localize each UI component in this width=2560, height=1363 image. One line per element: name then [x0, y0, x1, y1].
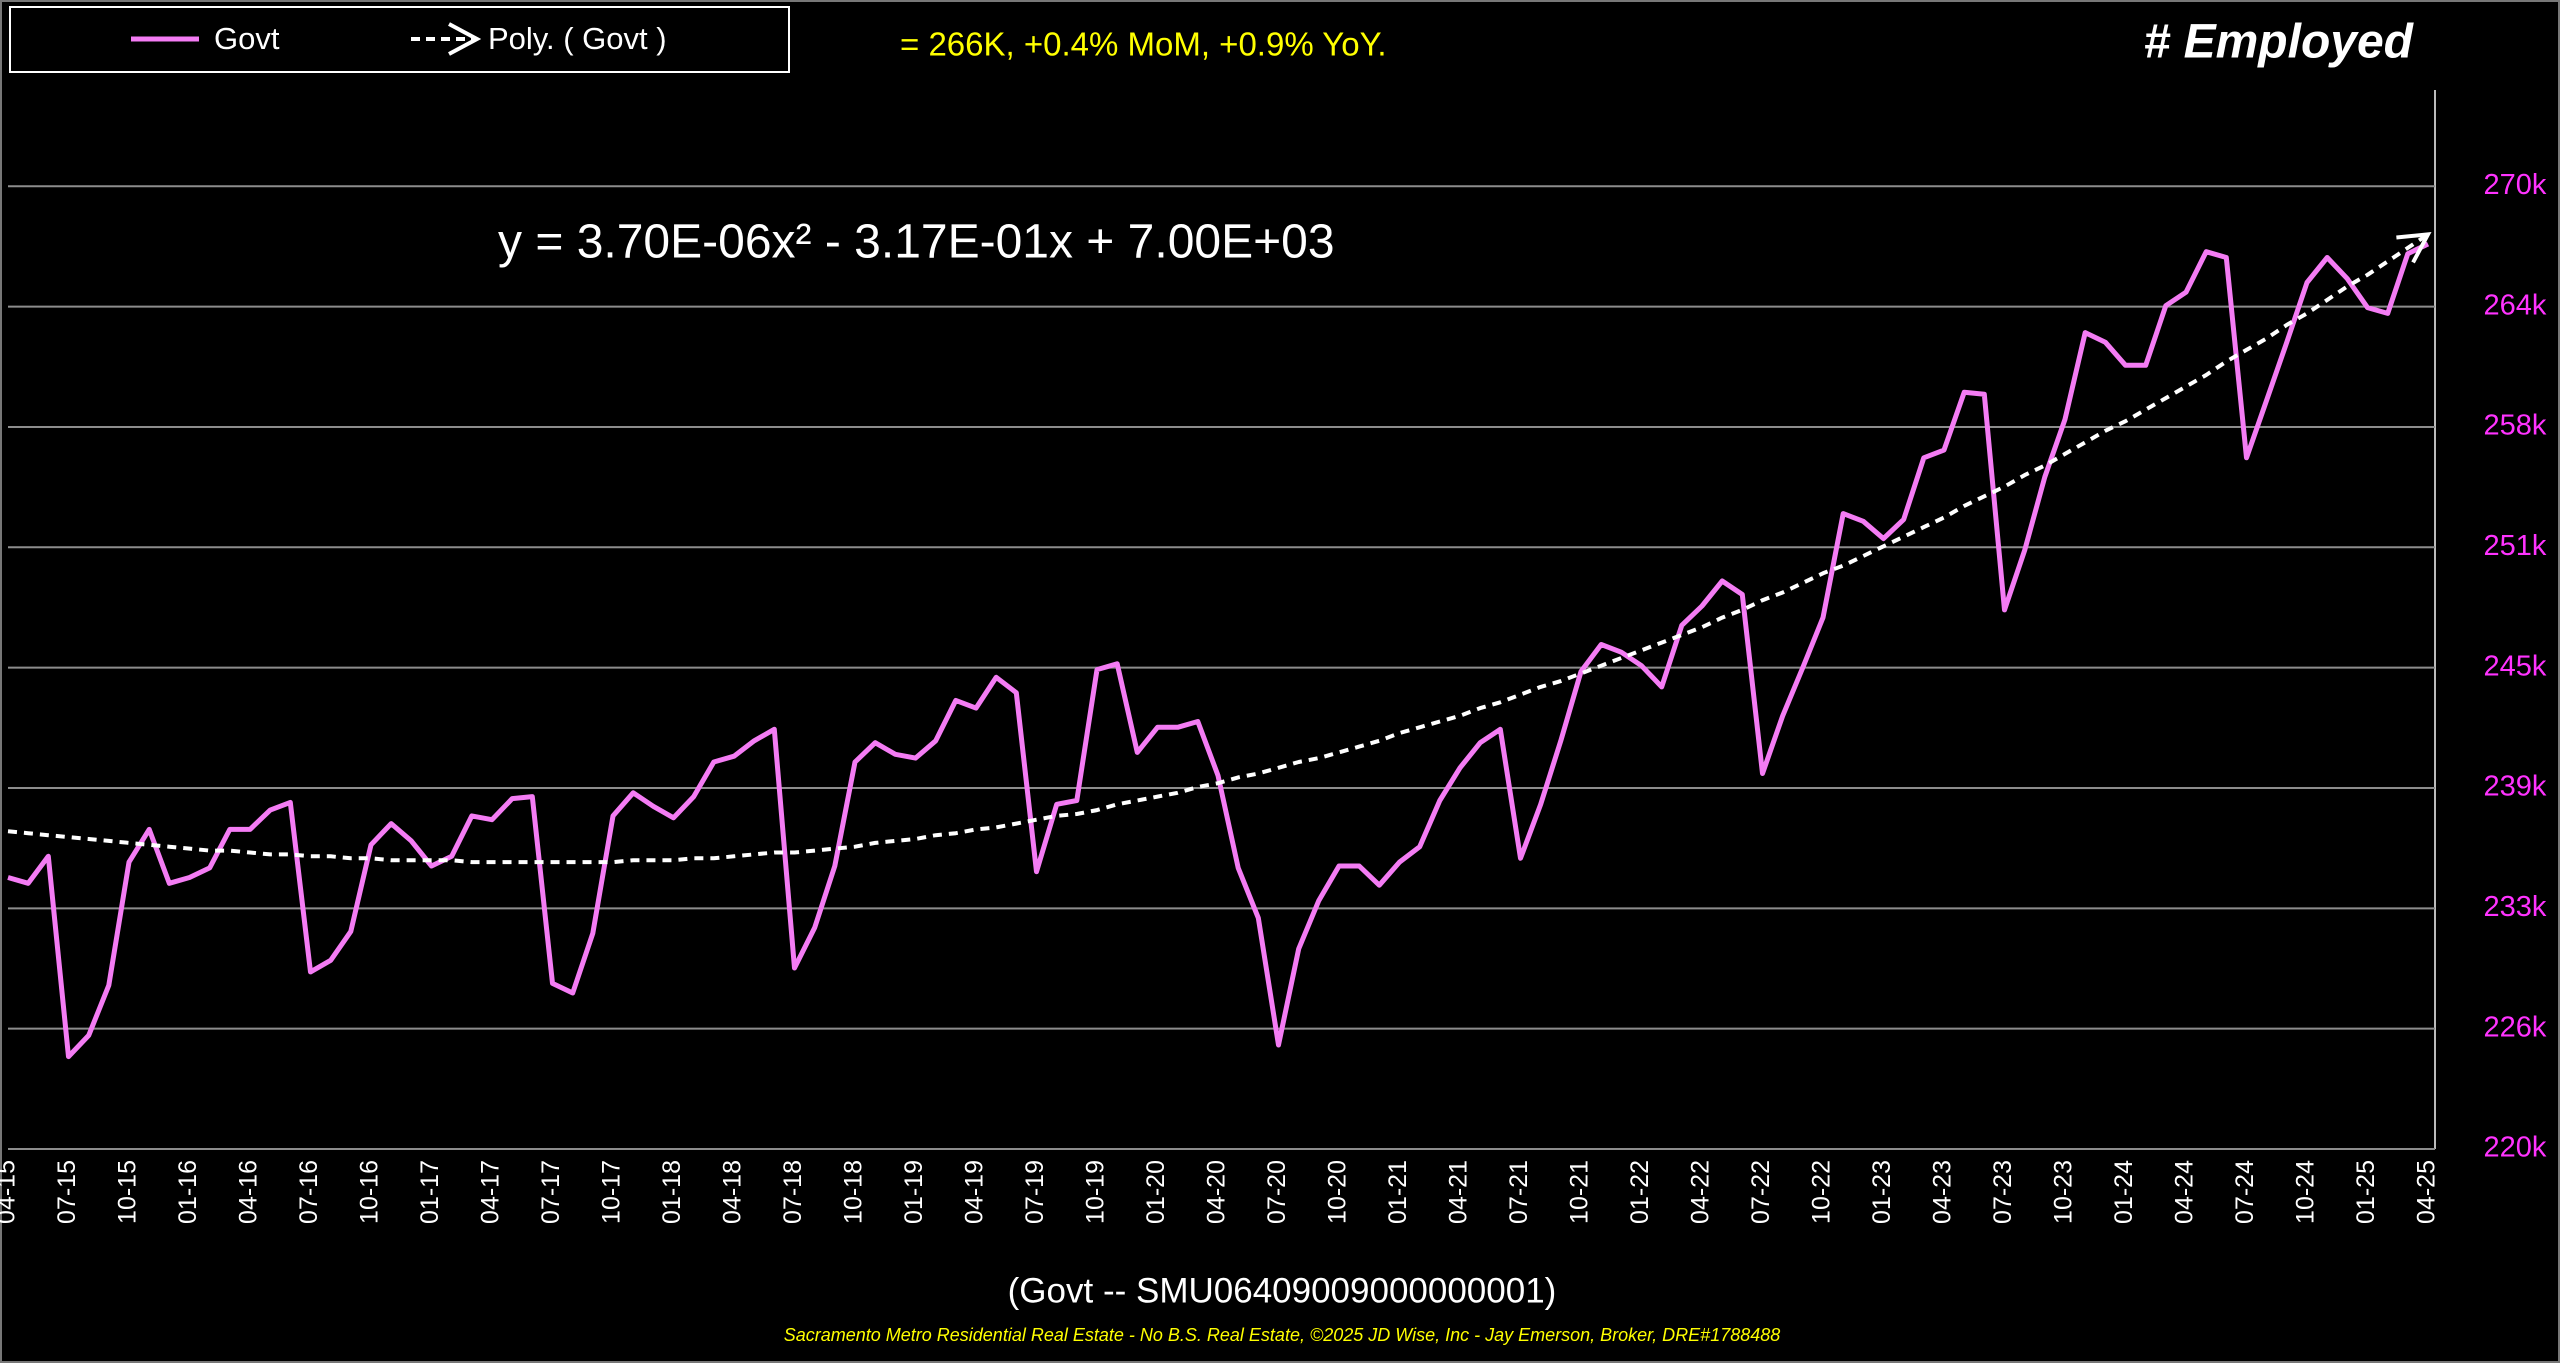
y-tick-label: 226k — [2484, 1011, 2547, 1043]
x-tick-label: 04-24 — [2171, 1160, 2199, 1224]
x-tick-label: 07-16 — [295, 1160, 323, 1224]
x-tick-label: 07-19 — [1021, 1160, 1049, 1224]
trend-equation: y = 3.70E-06x² - 3.17E-01x + 7.00E+03 — [498, 216, 1335, 269]
x-tick-label: 10-16 — [356, 1160, 384, 1224]
y-tick-label: 239k — [2484, 771, 2547, 803]
x-tick-label: 04-22 — [1687, 1160, 1715, 1224]
x-tick-label: 01-20 — [1142, 1160, 1170, 1224]
y-tick-label: 220k — [2484, 1132, 2547, 1164]
x-tick-label: 04-18 — [719, 1160, 747, 1224]
x-tick-label: 01-24 — [2110, 1160, 2138, 1224]
x-tick-label: 04-16 — [235, 1160, 263, 1224]
y-tick-label: 258k — [2484, 410, 2547, 442]
x-tick-label: 07-23 — [1989, 1160, 2017, 1224]
x-tick-label: 04-20 — [1203, 1160, 1231, 1224]
x-tick-label: 10-23 — [2050, 1160, 2078, 1224]
y-tick-label: 251k — [2484, 530, 2547, 562]
x-tick-label: 07-20 — [1263, 1160, 1291, 1224]
y-tick-label: 264k — [2484, 289, 2547, 321]
x-tick-label: 04-21 — [1445, 1160, 1473, 1224]
x-tick-label: 07-21 — [1505, 1160, 1533, 1224]
y-tick-label: 245k — [2484, 650, 2547, 682]
x-axis-label: (Govt -- SMU06409009000000001) — [1008, 1271, 1557, 1310]
x-tick-label: 10-18 — [840, 1160, 868, 1224]
x-tick-label: 07-17 — [537, 1160, 565, 1224]
x-tick-label: 10-21 — [1566, 1160, 1594, 1224]
legend-box — [9, 6, 790, 73]
x-tick-label: 07-15 — [53, 1160, 81, 1224]
subtitle: = 266K, +0.4% MoM, +0.9% YoY. — [900, 26, 1387, 63]
x-tick-label: 07-22 — [1747, 1160, 1775, 1224]
legend-label: Govt — [214, 21, 280, 56]
x-tick-label: 01-17 — [416, 1160, 444, 1224]
x-tick-label: 01-18 — [658, 1160, 686, 1224]
x-tick-label: 10-20 — [1324, 1160, 1352, 1224]
trend-line — [7, 234, 2428, 865]
x-tick-label: 04-25 — [2413, 1160, 2441, 1224]
x-tick-label: 01-22 — [1626, 1160, 1654, 1224]
x-tick-label: 01-25 — [2352, 1160, 2380, 1224]
x-tick-label: 01-23 — [1868, 1160, 1896, 1224]
legend-label: Poly. ( Govt ) — [488, 21, 667, 56]
x-tick-label: 01-16 — [174, 1160, 202, 1224]
x-tick-label: 04-19 — [961, 1160, 989, 1224]
x-tick-label: 10-15 — [114, 1160, 142, 1224]
x-tick-label: 04-15 — [0, 1160, 21, 1224]
x-tick-label: 10-22 — [1808, 1160, 1836, 1224]
y-tick-label: 233k — [2484, 891, 2547, 923]
x-tick-label: 10-19 — [1082, 1160, 1110, 1224]
x-tick-label: 04-23 — [1929, 1160, 1957, 1224]
chart-title: # Employed — [2144, 16, 2415, 69]
x-tick-label: 07-24 — [2231, 1160, 2259, 1224]
x-tick-label: 10-17 — [598, 1160, 626, 1224]
x-tick-label: 01-19 — [900, 1160, 928, 1224]
x-tick-label: 01-21 — [1384, 1160, 1412, 1224]
y-tick-label: 270k — [2484, 169, 2547, 201]
x-tick-label: 07-18 — [779, 1160, 807, 1224]
x-tick-label: 10-24 — [2292, 1160, 2320, 1224]
footer: Sacramento Metro Residential Real Estate… — [784, 1325, 1781, 1345]
x-tick-label: 04-17 — [477, 1160, 505, 1224]
series-line — [7, 241, 2430, 1060]
